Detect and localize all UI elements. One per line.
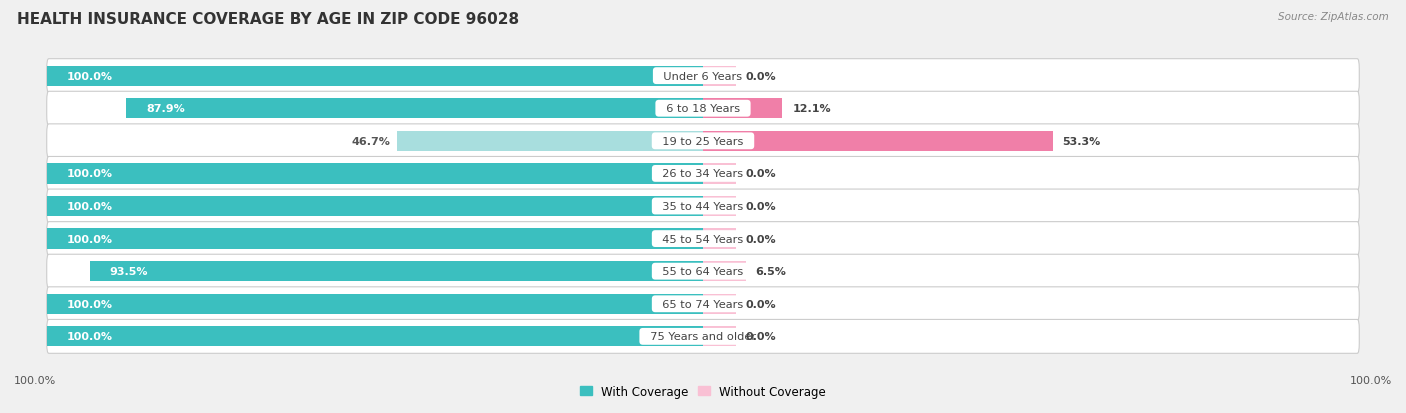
Text: 100.0%: 100.0% (1350, 375, 1392, 386)
Bar (46, 326, 703, 347)
Text: 19 to 25 Years: 19 to 25 Years (655, 136, 751, 147)
FancyBboxPatch shape (46, 287, 1360, 321)
FancyBboxPatch shape (46, 92, 1360, 126)
Bar (703, 261, 745, 282)
Text: 100.0%: 100.0% (66, 234, 112, 244)
FancyBboxPatch shape (46, 59, 1360, 93)
FancyBboxPatch shape (46, 222, 1360, 256)
FancyBboxPatch shape (46, 157, 1360, 191)
Text: 0.0%: 0.0% (745, 332, 776, 342)
Text: 46.7%: 46.7% (352, 136, 389, 147)
Text: 53.3%: 53.3% (1063, 136, 1101, 147)
Bar (46, 229, 703, 249)
Text: Source: ZipAtlas.com: Source: ZipAtlas.com (1278, 12, 1389, 22)
Text: 100.0%: 100.0% (66, 169, 112, 179)
Bar (127, 99, 703, 119)
Text: 100.0%: 100.0% (14, 375, 56, 386)
Bar (703, 99, 782, 119)
Text: HEALTH INSURANCE COVERAGE BY AGE IN ZIP CODE 96028: HEALTH INSURANCE COVERAGE BY AGE IN ZIP … (17, 12, 519, 27)
Text: 87.9%: 87.9% (146, 104, 184, 114)
Bar (703, 66, 735, 87)
Legend: With Coverage, Without Coverage: With Coverage, Without Coverage (575, 380, 831, 402)
Text: 0.0%: 0.0% (745, 71, 776, 81)
Bar (703, 229, 735, 249)
Bar (46, 294, 703, 314)
Bar (396, 131, 703, 152)
Text: 75 Years and older: 75 Years and older (643, 332, 763, 342)
Text: 93.5%: 93.5% (110, 266, 148, 277)
Text: 100.0%: 100.0% (66, 332, 112, 342)
Text: 45 to 54 Years: 45 to 54 Years (655, 234, 751, 244)
Bar (90, 261, 703, 282)
Text: 100.0%: 100.0% (66, 71, 112, 81)
Text: 0.0%: 0.0% (745, 234, 776, 244)
FancyBboxPatch shape (46, 125, 1360, 158)
Bar (703, 131, 1053, 152)
Bar (46, 197, 703, 216)
Text: 100.0%: 100.0% (66, 202, 112, 211)
Text: 55 to 64 Years: 55 to 64 Years (655, 266, 751, 277)
Text: 0.0%: 0.0% (745, 299, 776, 309)
Text: 65 to 74 Years: 65 to 74 Years (655, 299, 751, 309)
Text: 26 to 34 Years: 26 to 34 Years (655, 169, 751, 179)
Bar (703, 197, 735, 216)
Text: 35 to 44 Years: 35 to 44 Years (655, 202, 751, 211)
FancyBboxPatch shape (46, 255, 1360, 288)
FancyBboxPatch shape (46, 320, 1360, 354)
Text: 100.0%: 100.0% (66, 299, 112, 309)
Text: Under 6 Years: Under 6 Years (657, 71, 749, 81)
Bar (46, 66, 703, 87)
Text: 12.1%: 12.1% (792, 104, 831, 114)
Bar (703, 164, 735, 184)
Text: 0.0%: 0.0% (745, 202, 776, 211)
Text: 6 to 18 Years: 6 to 18 Years (659, 104, 747, 114)
Text: 6.5%: 6.5% (755, 266, 786, 277)
Bar (703, 294, 735, 314)
FancyBboxPatch shape (46, 190, 1360, 223)
Bar (703, 326, 735, 347)
Text: 0.0%: 0.0% (745, 169, 776, 179)
Bar (46, 164, 703, 184)
